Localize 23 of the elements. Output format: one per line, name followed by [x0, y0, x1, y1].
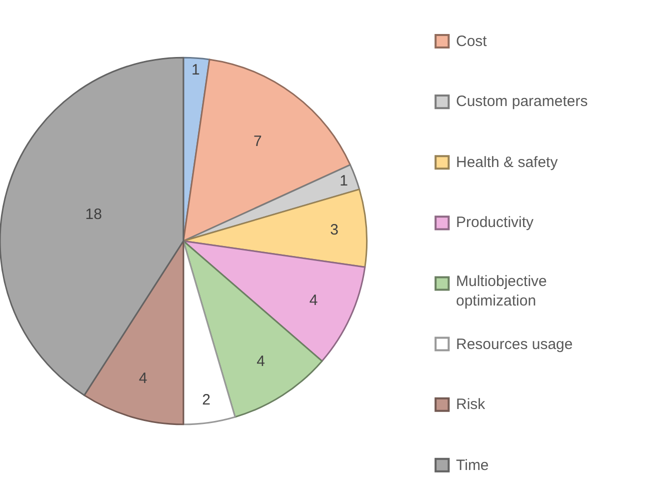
legend-label: Productivity: [456, 214, 534, 231]
pie-slice: [182, 58, 351, 242]
pie-slice: [0, 56, 184, 396]
data-label: 4: [138, 370, 148, 387]
data-label: 1: [340, 172, 348, 190]
data-label: 18: [85, 206, 102, 224]
legend-label: Custom parameters: [456, 93, 588, 110]
legend-label: Risk: [456, 396, 486, 413]
legend-label: Multiobjective optimization: [456, 273, 547, 310]
pie-slice: [182, 240, 323, 418]
pie-slice: [182, 240, 236, 426]
data-label: 4: [309, 292, 318, 309]
data-label: 1: [191, 62, 200, 79]
data-label: 3: [330, 222, 338, 239]
pie-slice: [83, 240, 184, 426]
data-label: 4: [256, 352, 265, 370]
data-label: 7: [254, 133, 262, 150]
data-label: 2: [202, 391, 210, 408]
legend-label: Time: [456, 457, 489, 474]
legend-label: Cost: [456, 33, 488, 50]
legend-label: Resources usage: [456, 336, 573, 353]
pie-slice: [182, 188, 368, 268]
legend-label: Health & safety: [456, 154, 558, 171]
